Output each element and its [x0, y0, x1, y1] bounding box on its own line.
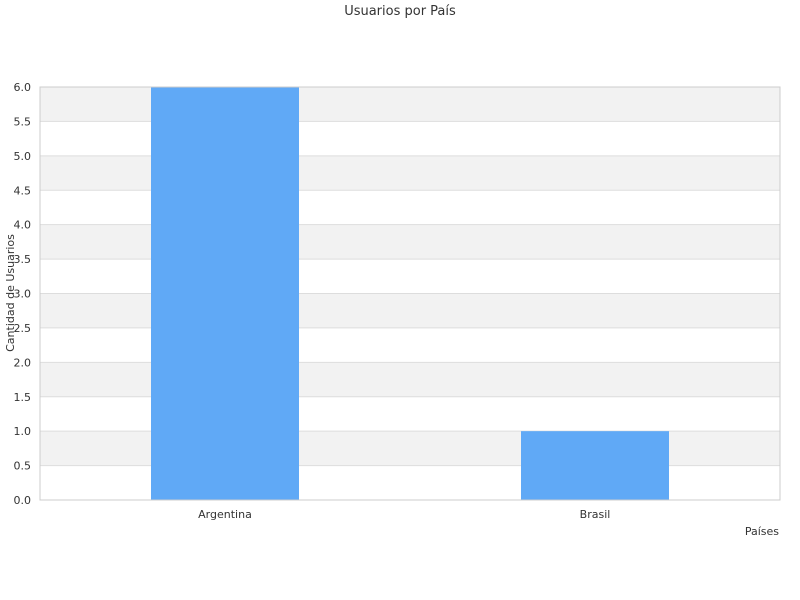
- bars: [151, 87, 669, 500]
- y-tick-label: 5.5: [14, 115, 32, 128]
- y-axis-ticks: 0.0 0.5 1.0 1.5 2.0 2.5 3.0 3.5 4.0 4.5 5.0 5.5 6.0: [14, 81, 32, 507]
- y-tick-label: 2.0: [14, 356, 32, 369]
- chart-title: Usuarios por País: [344, 4, 456, 19]
- bar-brasil: [521, 431, 669, 500]
- x-axis-ticks: Argentina Brasil: [198, 508, 610, 521]
- y-tick-label: 3.5: [14, 253, 32, 266]
- y-tick-label: 6.0: [14, 81, 32, 94]
- y-tick-label: 2.5: [14, 322, 32, 335]
- x-axis-label: Países: [745, 525, 779, 538]
- y-tick-label: 3.0: [14, 288, 32, 301]
- x-tick-label: Argentina: [198, 508, 252, 521]
- y-tick-label: 1.5: [14, 391, 32, 404]
- y-tick-label: 5.0: [14, 150, 32, 163]
- y-tick-label: 4.5: [14, 184, 32, 197]
- y-axis-label: Cantidad de Usuarios: [4, 234, 17, 352]
- plot-frame: [39, 86, 781, 501]
- y-tick-label: 4.0: [14, 219, 32, 232]
- bar-argentina: [151, 87, 299, 500]
- y-tick-label: 1.0: [14, 425, 32, 438]
- y-tick-label: 0.5: [14, 460, 32, 473]
- y-tick-label: 0.0: [14, 494, 32, 507]
- x-tick-label: Brasil: [580, 508, 611, 521]
